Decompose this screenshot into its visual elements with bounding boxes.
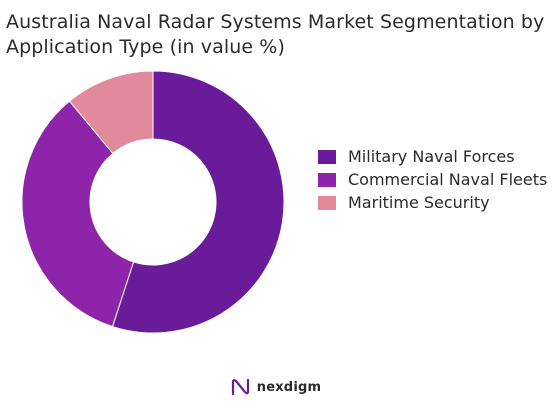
legend-swatch [318,150,336,164]
donut-slices [21,70,285,334]
legend-label: Maritime Security [348,193,490,212]
legend-item-military: Military Naval Forces [318,146,548,167]
chart-title: Australia Naval Radar Systems Market Seg… [6,11,545,58]
nexdigm-logo-icon [231,378,249,396]
donut-slice-military-naval-forces [111,70,285,334]
donut-slice-commercial-naval-fleets [21,100,135,328]
legend: Military Naval Forces Commercial Naval F… [318,146,548,215]
legend-label: Commercial Naval Fleets [348,170,548,189]
legend-item-maritime: Maritime Security [318,192,548,213]
brand-logo: nexdigm [0,378,552,396]
legend-label: Military Naval Forces [348,147,515,166]
donut-slice-maritime-security [68,70,154,155]
legend-swatch [318,196,336,210]
legend-swatch [318,173,336,187]
legend-item-commercial: Commercial Naval Fleets [318,169,548,190]
logo-text: nexdigm [256,379,322,395]
